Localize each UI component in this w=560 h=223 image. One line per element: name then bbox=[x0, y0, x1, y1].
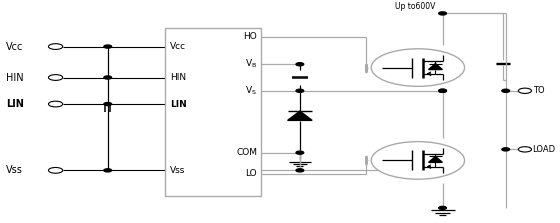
Text: V$_\mathsf{S}$: V$_\mathsf{S}$ bbox=[245, 85, 257, 97]
Circle shape bbox=[104, 76, 111, 79]
Text: Vcc: Vcc bbox=[6, 41, 24, 52]
Polygon shape bbox=[428, 156, 442, 162]
Text: LIN: LIN bbox=[6, 99, 24, 109]
Circle shape bbox=[296, 89, 304, 92]
Text: V$_\mathsf{B}$: V$_\mathsf{B}$ bbox=[245, 58, 257, 70]
Circle shape bbox=[519, 147, 531, 152]
Circle shape bbox=[49, 44, 63, 50]
Text: HIN: HIN bbox=[170, 73, 186, 82]
Text: LOAD: LOAD bbox=[533, 145, 556, 154]
Circle shape bbox=[519, 88, 531, 93]
Circle shape bbox=[502, 148, 510, 151]
Circle shape bbox=[438, 89, 446, 92]
Circle shape bbox=[438, 89, 446, 92]
Circle shape bbox=[371, 49, 465, 86]
Circle shape bbox=[49, 167, 63, 173]
Circle shape bbox=[49, 101, 63, 107]
Text: COM: COM bbox=[236, 148, 257, 157]
Circle shape bbox=[502, 89, 510, 92]
Text: HO: HO bbox=[243, 32, 257, 41]
Circle shape bbox=[49, 75, 63, 80]
Polygon shape bbox=[428, 64, 442, 70]
Circle shape bbox=[296, 151, 304, 154]
Circle shape bbox=[296, 169, 304, 172]
Circle shape bbox=[371, 142, 465, 179]
Circle shape bbox=[104, 45, 111, 48]
Circle shape bbox=[296, 63, 304, 66]
Circle shape bbox=[104, 103, 111, 105]
Polygon shape bbox=[288, 111, 312, 120]
Text: Up to600V: Up to600V bbox=[395, 2, 435, 11]
Circle shape bbox=[438, 12, 446, 15]
Text: Vss: Vss bbox=[170, 166, 185, 175]
Text: LIN: LIN bbox=[170, 99, 186, 109]
Text: HIN: HIN bbox=[6, 72, 24, 83]
Circle shape bbox=[438, 206, 446, 209]
Text: TO: TO bbox=[533, 86, 544, 95]
Circle shape bbox=[104, 169, 111, 172]
Text: Vcc: Vcc bbox=[170, 42, 186, 51]
Bar bbox=[165, 28, 262, 196]
Text: Vss: Vss bbox=[6, 165, 23, 175]
Text: LO: LO bbox=[245, 169, 257, 178]
